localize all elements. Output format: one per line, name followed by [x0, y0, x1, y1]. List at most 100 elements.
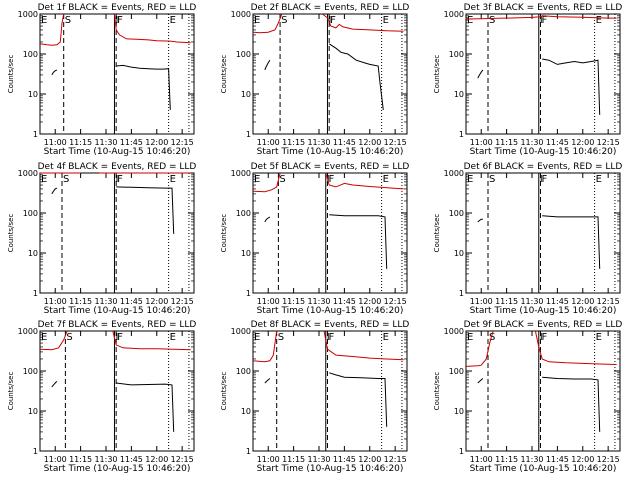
- chart-panel-1: Det 1f BLACK = Events, RED = LLD 1 10 100 10…: [7, 3, 196, 157]
- marker-label: E: [170, 174, 176, 185]
- x-tick-label: 11:30: [520, 297, 543, 306]
- x-axis-label: Start Time (10-Aug-15 10:46:20): [257, 464, 404, 474]
- plot-frame: [39, 172, 195, 294]
- x-tick-label: 12:15: [597, 297, 620, 306]
- marker-label: F: [541, 174, 547, 185]
- y-tick-label: 10: [28, 249, 38, 258]
- panel-title: Det 6f BLACK = Events, RED = LLD: [464, 162, 623, 172]
- x-tick-label: 11:45: [120, 138, 143, 147]
- x-tick-label: 11:45: [333, 138, 356, 147]
- x-tick-label: 11:45: [546, 455, 569, 464]
- marker-label: F: [541, 332, 547, 343]
- plot-frame: [465, 330, 621, 452]
- series-line-1: [51, 187, 58, 195]
- series-line-1: [51, 381, 58, 388]
- series-line-2: [325, 172, 404, 190]
- marker-label: I: [115, 174, 118, 185]
- marker-label: E: [170, 332, 176, 343]
- y-axis-label: Counts/sec: [7, 214, 15, 253]
- y-tick-label: 1000: [231, 169, 251, 178]
- y-tick-label: 1: [246, 130, 251, 139]
- series-line-1: [329, 214, 388, 269]
- y-axis-label: Counts/sec: [220, 214, 228, 253]
- x-tick-label: 11:45: [333, 297, 356, 306]
- x-axis-label: Start Time (10-Aug-15 10:46:20): [257, 147, 404, 157]
- y-axis-label: Counts/sec: [433, 214, 441, 253]
- y-tick-label: 1000: [18, 10, 38, 19]
- marker-label: F: [328, 332, 334, 343]
- x-tick-label: 11:45: [546, 297, 569, 306]
- x-tick-label: 11:15: [495, 297, 518, 306]
- y-axis-label: Counts/sec: [433, 372, 441, 411]
- x-tick-label: 11:15: [69, 138, 92, 147]
- x-axis-label: Start Time (10-Aug-15 10:46:20): [44, 464, 191, 474]
- x-tick-label: 11:00: [257, 138, 280, 147]
- panel-title: Det 5f BLACK = Events, RED = LLD: [251, 162, 410, 172]
- marker-label: I: [540, 332, 543, 343]
- marker-label: I: [115, 15, 118, 26]
- series-line-2: [323, 330, 404, 361]
- plot-frame: [465, 13, 621, 135]
- x-tick-label: 11:00: [470, 455, 493, 464]
- x-axis-label: Start Time (10-Aug-15 10:46:20): [44, 147, 191, 157]
- panel-title: Det 4f BLACK = Events, RED = LLD: [38, 162, 197, 172]
- marker-label: F: [117, 332, 123, 343]
- marker-label: E: [596, 174, 602, 185]
- marker-label: E: [383, 15, 389, 26]
- y-tick-label: 1000: [18, 327, 38, 336]
- y-tick-label: 10: [241, 249, 251, 258]
- marker-label: E: [383, 174, 389, 185]
- x-tick-label: 12:15: [597, 138, 620, 147]
- marker-label: S: [489, 15, 495, 26]
- x-tick-label: 11:00: [470, 138, 493, 147]
- x-tick-label: 12:15: [384, 138, 407, 147]
- x-tick-label: 12:15: [171, 455, 194, 464]
- y-tick-label: 1: [459, 289, 464, 298]
- y-tick-label: 1: [33, 130, 38, 139]
- series-line-1: [477, 69, 484, 79]
- marker-label: I: [327, 332, 330, 343]
- plot-frame: [252, 172, 408, 294]
- marker-label: E: [467, 174, 473, 185]
- marker-label: E: [254, 15, 260, 26]
- x-tick-label: 11:00: [44, 297, 67, 306]
- chart-panel-3: Det 3f BLACK = Events, RED = LLD 1 10 100 10…: [433, 3, 622, 157]
- marker-label: S: [489, 332, 495, 343]
- marker-label: E: [383, 332, 389, 343]
- marker-label: S: [66, 332, 72, 343]
- x-tick-label: 11:15: [495, 455, 518, 464]
- marker-label: I: [115, 332, 118, 343]
- x-tick-label: 12:15: [384, 455, 407, 464]
- marker-label: S: [281, 15, 287, 26]
- y-tick-label: 1: [459, 447, 464, 456]
- series-line-1: [51, 69, 58, 76]
- x-tick-label: 12:00: [145, 138, 168, 147]
- series-line-2: [465, 330, 494, 367]
- series-line-1: [116, 382, 175, 432]
- marker-label: I: [540, 15, 543, 26]
- y-axis-label: Counts/sec: [220, 55, 228, 94]
- y-tick-label: 100: [23, 209, 38, 218]
- series-line-1: [329, 372, 388, 427]
- panel-title: Det 9f BLACK = Events, RED = LLD: [464, 320, 623, 330]
- x-tick-label: 11:00: [257, 455, 280, 464]
- y-axis-label: Counts/sec: [7, 372, 15, 411]
- panel-title: Det 8f BLACK = Events, RED = LLD: [251, 320, 410, 330]
- y-tick-label: 10: [454, 249, 464, 258]
- x-tick-label: 11:30: [307, 455, 330, 464]
- chart-panel-8: Det 8f BLACK = Events, RED = LLD 1 10 100 10…: [220, 320, 409, 474]
- panel-title: Det 2f BLACK = Events, RED = LLD: [251, 3, 410, 13]
- marker-label: I: [540, 174, 543, 185]
- chart-panel-4: Det 4f BLACK = Events, RED = LLD 1 10 100 10…: [7, 162, 196, 316]
- marker-label: F: [117, 15, 123, 26]
- series-line-1: [264, 378, 271, 384]
- y-tick-label: 10: [28, 407, 38, 416]
- series-line-2: [39, 330, 68, 351]
- panel-title: Det 1f BLACK = Events, RED = LLD: [38, 3, 197, 13]
- y-axis-label: Counts/sec: [433, 55, 441, 94]
- x-tick-label: 12:00: [571, 297, 594, 306]
- series-line-1: [477, 218, 483, 223]
- series-line-2: [252, 172, 281, 193]
- plot-frame: [252, 13, 408, 135]
